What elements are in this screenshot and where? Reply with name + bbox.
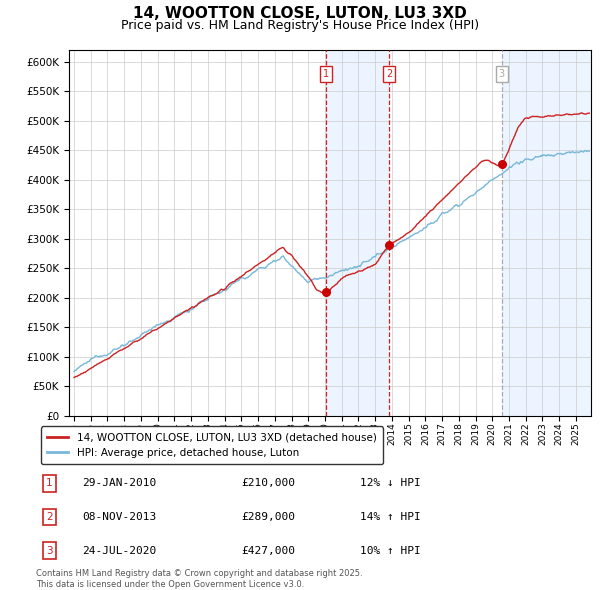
Bar xyxy=(502,50,591,416)
Text: 3: 3 xyxy=(46,546,53,556)
Point xyxy=(322,287,331,297)
Text: 3: 3 xyxy=(499,69,505,78)
Point xyxy=(385,241,394,250)
Text: 14% ↑ HPI: 14% ↑ HPI xyxy=(360,512,421,522)
Text: £210,000: £210,000 xyxy=(241,478,295,489)
Text: Contains HM Land Registry data © Crown copyright and database right 2025.
This d: Contains HM Land Registry data © Crown c… xyxy=(36,569,362,589)
Text: £427,000: £427,000 xyxy=(241,546,295,556)
Text: 08-NOV-2013: 08-NOV-2013 xyxy=(82,512,156,522)
Point xyxy=(497,159,506,169)
Text: 29-JAN-2010: 29-JAN-2010 xyxy=(82,478,156,489)
Legend: 14, WOOTTON CLOSE, LUTON, LU3 3XD (detached house), HPI: Average price, detached: 14, WOOTTON CLOSE, LUTON, LU3 3XD (detac… xyxy=(41,427,383,464)
Bar xyxy=(326,50,389,416)
Text: Price paid vs. HM Land Registry's House Price Index (HPI): Price paid vs. HM Land Registry's House … xyxy=(121,19,479,32)
Text: 24-JUL-2020: 24-JUL-2020 xyxy=(82,546,156,556)
Text: 1: 1 xyxy=(323,69,329,78)
Text: 10% ↑ HPI: 10% ↑ HPI xyxy=(360,546,421,556)
Text: 2: 2 xyxy=(46,512,53,522)
Text: 12% ↓ HPI: 12% ↓ HPI xyxy=(360,478,421,489)
Text: 14, WOOTTON CLOSE, LUTON, LU3 3XD: 14, WOOTTON CLOSE, LUTON, LU3 3XD xyxy=(133,6,467,21)
Text: 1: 1 xyxy=(46,478,53,489)
Text: £289,000: £289,000 xyxy=(241,512,295,522)
Text: 2: 2 xyxy=(386,69,392,78)
